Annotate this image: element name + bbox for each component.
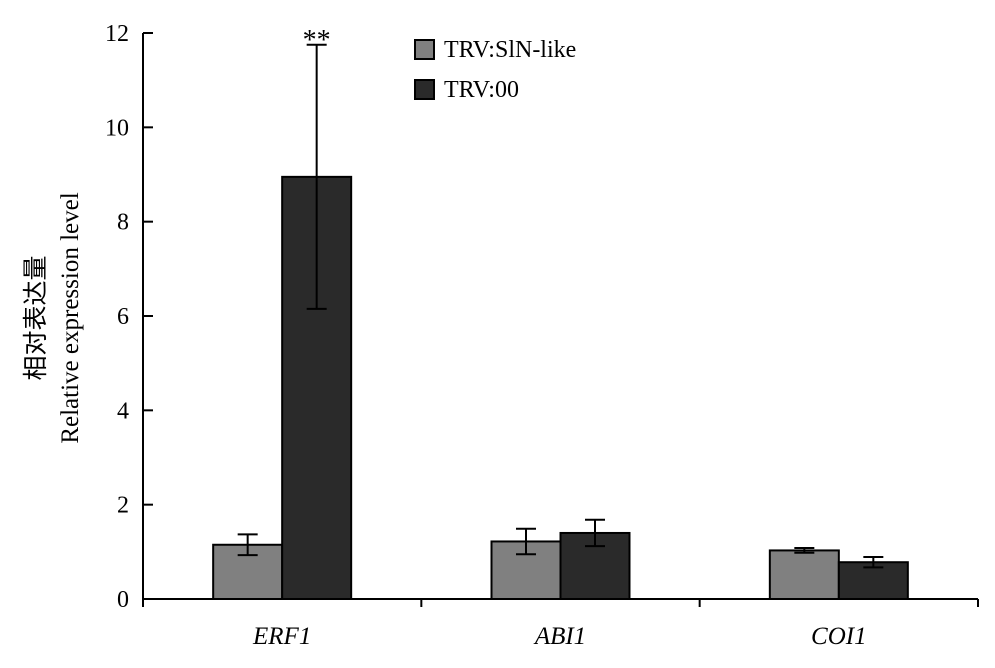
legend: TRV:SlN-like TRV:00 <box>414 37 576 103</box>
annotations: ** <box>303 25 331 56</box>
x-category-label: ERF1 <box>252 623 311 650</box>
y-axis-title-cn: 相对表达量 <box>22 255 50 380</box>
legend-label: TRV:SlN-like <box>444 37 576 63</box>
error-bars <box>237 43 884 569</box>
y-tick-label: 12 <box>105 21 129 47</box>
y-tick-label: 10 <box>105 115 129 141</box>
y-axis-title-en: Relative expression level <box>57 192 84 443</box>
x-category-label: ABI1 <box>533 623 586 650</box>
y-axis-title: 相对表达量 Relative expression level <box>22 192 84 443</box>
y-tick-label: 0 <box>117 587 129 613</box>
legend-label: TRV:00 <box>444 77 519 103</box>
y-tick-label: 6 <box>117 304 129 330</box>
significance-annotation: ** <box>303 25 331 56</box>
y-tick-label: 2 <box>117 493 129 519</box>
legend-swatch <box>414 79 435 100</box>
y-tick-label: 4 <box>117 398 129 424</box>
bar <box>768 549 840 600</box>
y-tick-label: 8 <box>117 210 129 236</box>
legend-swatch <box>414 39 435 60</box>
x-category-label: COI1 <box>811 623 867 650</box>
